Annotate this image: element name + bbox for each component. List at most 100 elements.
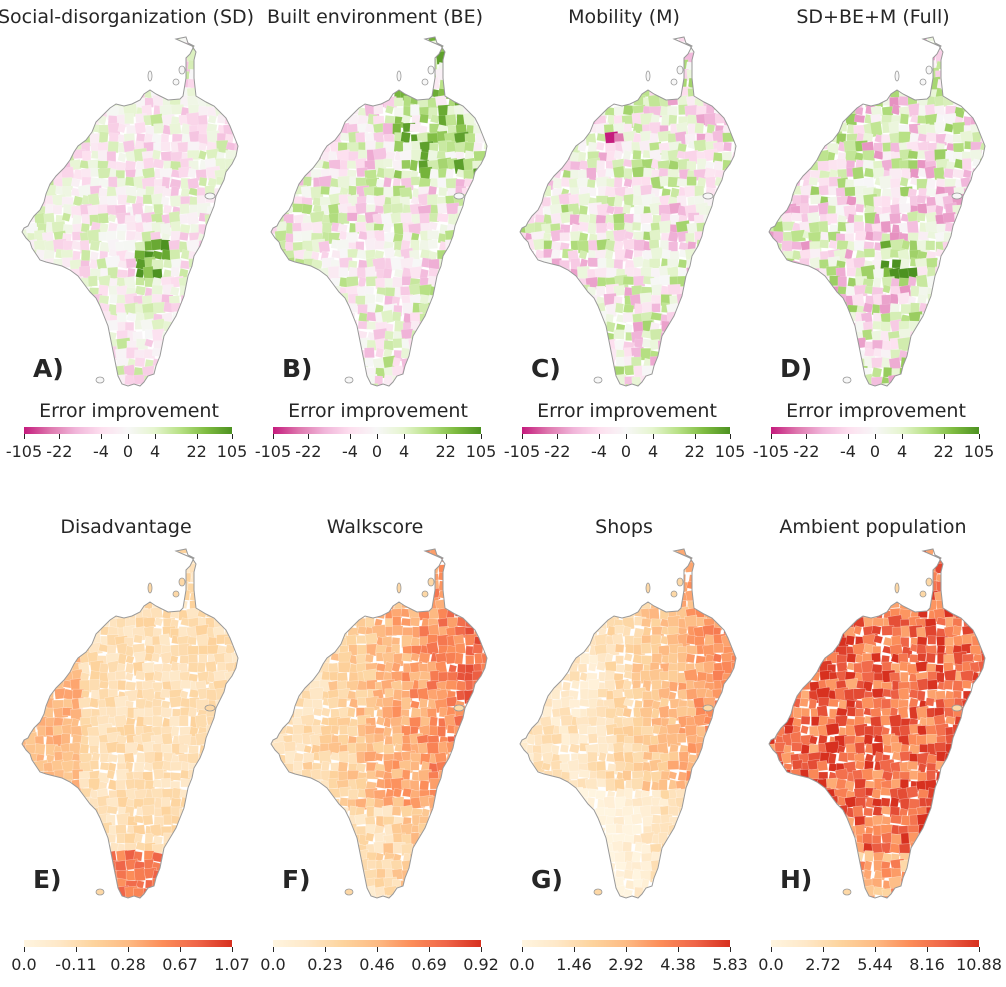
- map-cell: [887, 58, 904, 73]
- map-cell: [579, 340, 590, 352]
- map-cell: [687, 77, 701, 89]
- colorbar-tick-label: 22: [933, 442, 954, 461]
- map-cell: [963, 266, 977, 280]
- map-cell: [224, 367, 237, 381]
- map-cell: [678, 338, 688, 348]
- map-cell: [365, 44, 375, 56]
- map-cell: [773, 311, 787, 324]
- map-cell: [250, 52, 261, 63]
- map-cell: [722, 214, 735, 227]
- map-cell: [463, 285, 473, 296]
- map-cell: [198, 240, 210, 249]
- map-cell: [544, 150, 557, 161]
- map-cell: [747, 177, 756, 187]
- map-cell: [233, 169, 238, 179]
- map-cell: [973, 86, 983, 99]
- map-cell: [54, 285, 64, 297]
- map-cell: [756, 106, 765, 117]
- map-cell: [659, 365, 672, 380]
- map-cell: [960, 211, 973, 224]
- map-cell: [124, 662, 135, 674]
- map-cell: [98, 87, 110, 100]
- map-cell: [0, 188, 11, 198]
- map-cell: [769, 259, 777, 271]
- map-cell: [643, 384, 653, 386]
- map-cell: [0, 634, 13, 648]
- map-cell: [560, 277, 572, 290]
- map-cell: [769, 130, 776, 145]
- map-cell: [291, 383, 309, 386]
- map-cell: [249, 35, 259, 43]
- map-cell: [258, 213, 270, 225]
- map-cell: [506, 276, 517, 287]
- map-cell: [22, 364, 32, 377]
- map-cell: [482, 221, 487, 235]
- map-cell: [303, 321, 313, 333]
- map-cell: [71, 634, 81, 646]
- map-cell: [473, 221, 487, 237]
- map-cell: [755, 61, 767, 71]
- map-cell: [275, 339, 290, 352]
- map-cell: [22, 79, 28, 89]
- map-cell: [106, 580, 117, 591]
- map-cell: [790, 105, 803, 117]
- map-cell: [558, 51, 571, 68]
- map-cell: [134, 68, 145, 80]
- map-cell: [498, 71, 510, 81]
- map-cell: [552, 151, 566, 163]
- map-cell: [953, 239, 965, 252]
- map-cell: [302, 285, 314, 295]
- map-cell: [901, 386, 911, 394]
- map-cell: [9, 61, 20, 72]
- map-cell: [800, 106, 811, 119]
- map-cell: [697, 277, 706, 287]
- map-cell: [257, 133, 268, 145]
- map-cell: [729, 229, 736, 245]
- map-cell: [230, 626, 238, 640]
- map-cell: [151, 589, 163, 603]
- map-cell: [22, 618, 29, 632]
- map-cell: [26, 97, 39, 108]
- map-cell: [769, 339, 776, 351]
- map-cell: [205, 580, 218, 592]
- map-cell: [661, 248, 672, 260]
- map-cell: [571, 53, 582, 63]
- map-cell: [953, 275, 967, 287]
- map-cell: [411, 384, 422, 386]
- map-cell: [757, 233, 769, 242]
- map-cell: [961, 285, 971, 295]
- map-cell: [216, 330, 228, 341]
- map-cell: [463, 60, 478, 74]
- map-cell: [22, 330, 28, 340]
- map-cell: [250, 286, 260, 298]
- map-cell: [61, 608, 75, 621]
- map-cell: [702, 319, 718, 336]
- map-cell: [520, 329, 525, 343]
- map-cell: [520, 123, 529, 137]
- map-cell: [22, 188, 30, 200]
- map-cell: [783, 304, 793, 314]
- map-cell: [36, 86, 49, 102]
- map-cell: [552, 42, 564, 55]
- map-cell: [769, 141, 780, 155]
- map-cell: [703, 249, 716, 262]
- map-cell: [0, 51, 12, 64]
- map-cell: [783, 37, 795, 44]
- map-cell: [275, 383, 288, 386]
- map-cell: [300, 266, 313, 281]
- map-cell: [570, 124, 581, 138]
- map-cell: [747, 358, 758, 367]
- map-cell: [471, 357, 486, 369]
- map-cell: [799, 203, 810, 215]
- map-cell: [256, 313, 266, 323]
- map-cell: [116, 230, 126, 241]
- map-cell: [901, 239, 911, 251]
- map-cell: [827, 310, 842, 322]
- map-cell: [382, 79, 393, 90]
- map-cell: [747, 51, 755, 63]
- map-cell: [62, 645, 73, 656]
- map-cell: [22, 88, 30, 102]
- map-cell: [187, 549, 200, 555]
- map-cell: [89, 49, 105, 64]
- map-cell: [596, 37, 608, 42]
